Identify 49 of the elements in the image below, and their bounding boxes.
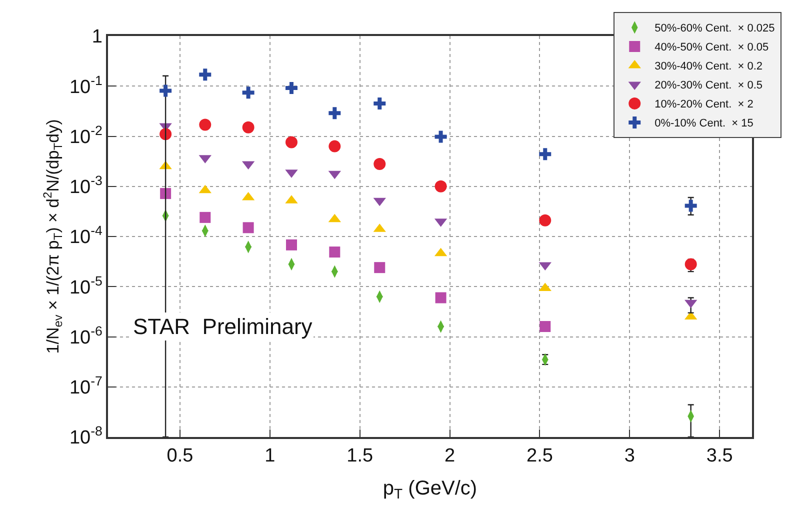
legend-label: 50%-60% Cent. × 0.025 — [654, 22, 775, 35]
point — [684, 200, 697, 212]
y-tick-label: 10$^{-7}$ — [69, 374, 102, 399]
y-tick-label: 10$^{-1}$ — [69, 72, 102, 98]
legend-label: 40%-50% Cent. × 0.05 — [654, 42, 769, 54]
x-tick-label: 2.5 — [526, 446, 553, 467]
x-tick-label: 3.5 — [706, 446, 733, 467]
point — [242, 222, 254, 234]
y-tick-label: 10$^{-5}$ — [69, 273, 102, 298]
point — [286, 239, 297, 250]
point — [374, 158, 386, 170]
point — [328, 140, 341, 152]
point — [539, 214, 552, 226]
y-tick-label: 10$^{-8}$ — [69, 424, 102, 449]
x-tick-label: 1 — [264, 446, 276, 467]
point — [435, 292, 446, 304]
point — [374, 98, 386, 110]
point — [539, 148, 552, 160]
y-tick-label: 10$^{-6}$ — [69, 323, 102, 348]
point — [285, 82, 298, 94]
point — [285, 136, 298, 148]
point — [199, 68, 212, 81]
y-tick-label: 10$^{-2}$ — [69, 122, 102, 148]
x-tick-label: 3 — [624, 446, 635, 467]
point — [374, 262, 386, 274]
y-tick-label: 10$^{-3}$ — [69, 173, 102, 198]
y-tick-label: 1 — [92, 26, 102, 48]
point — [242, 121, 254, 134]
y-tick-label: 10$^{-4}$ — [69, 223, 102, 248]
annotation: STAR Preliminary — [133, 314, 312, 339]
point — [684, 258, 697, 270]
point — [160, 188, 172, 200]
point — [200, 212, 211, 223]
x-axis-title: p$_{T}$ (GeV/c) — [382, 478, 478, 502]
point — [199, 118, 212, 131]
point — [434, 130, 447, 143]
point — [540, 321, 551, 332]
x-tick-label: 0.5 — [166, 446, 194, 467]
legend-label: 10%-20% Cent. × 2 — [654, 98, 754, 111]
legend-label: 30%-40% Cent. × 0.2 — [654, 60, 763, 73]
point — [434, 180, 447, 192]
point — [242, 86, 254, 99]
point — [328, 107, 341, 120]
point — [160, 84, 172, 97]
legend-label: 0%-10% Cent. × 15 — [654, 118, 754, 130]
point — [329, 246, 340, 258]
legend-label: 20%-30% Cent. × 0.5 — [654, 80, 763, 92]
x-tick-label: 2 — [444, 446, 456, 467]
x-tick-label: 1.5 — [346, 446, 374, 467]
